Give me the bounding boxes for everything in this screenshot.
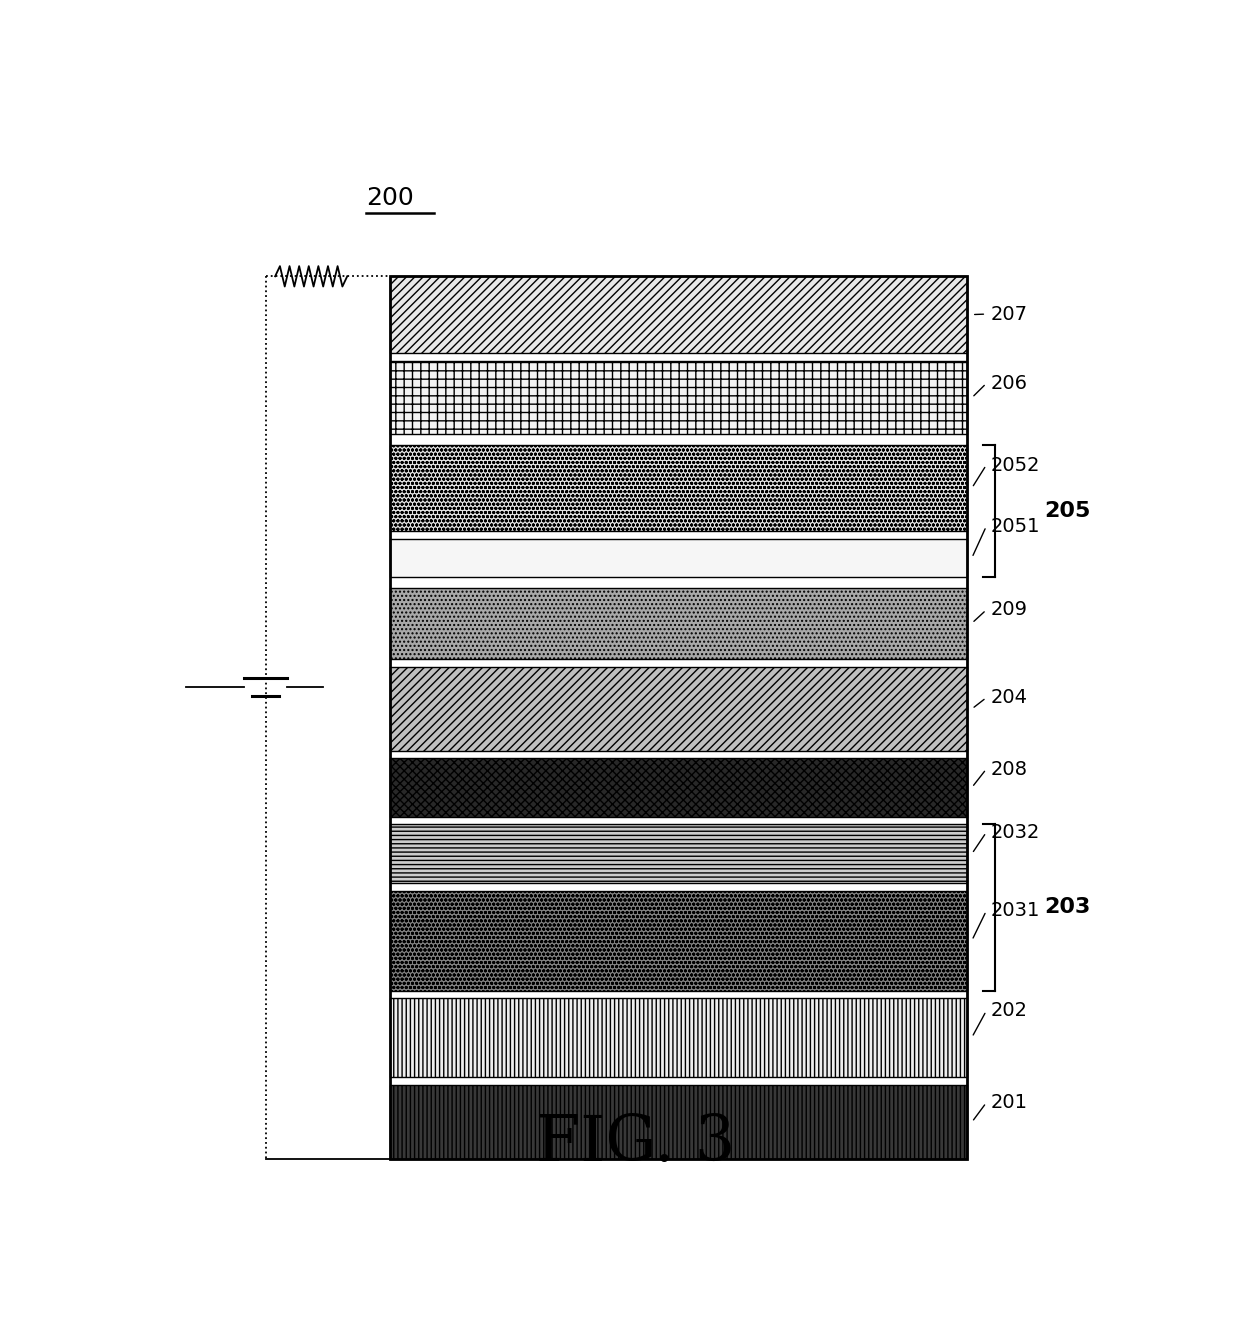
Bar <box>391 445 967 531</box>
Text: 2052: 2052 <box>991 456 1040 474</box>
Bar <box>391 277 967 352</box>
Bar <box>391 824 967 884</box>
Bar <box>391 666 967 751</box>
Text: 206: 206 <box>991 374 1028 394</box>
Bar <box>391 538 967 578</box>
Text: 2031: 2031 <box>991 901 1040 921</box>
Text: 205: 205 <box>1044 501 1090 521</box>
Text: 209: 209 <box>991 600 1028 620</box>
Text: 204: 204 <box>991 688 1028 708</box>
Text: 2051: 2051 <box>991 517 1040 535</box>
Text: 200: 200 <box>367 186 414 211</box>
Bar <box>391 758 967 818</box>
Text: 207: 207 <box>991 305 1028 323</box>
Text: 202: 202 <box>991 1002 1028 1020</box>
Bar <box>391 360 967 435</box>
Text: 208: 208 <box>991 759 1028 779</box>
Bar <box>391 998 967 1077</box>
Text: 203: 203 <box>1044 897 1090 917</box>
Bar <box>391 890 967 991</box>
Bar <box>391 587 967 659</box>
Text: FIG. 3: FIG. 3 <box>536 1113 735 1174</box>
Text: 201: 201 <box>991 1093 1028 1112</box>
Bar <box>391 1085 967 1159</box>
Text: 2032: 2032 <box>991 823 1040 841</box>
Bar <box>391 277 967 1159</box>
